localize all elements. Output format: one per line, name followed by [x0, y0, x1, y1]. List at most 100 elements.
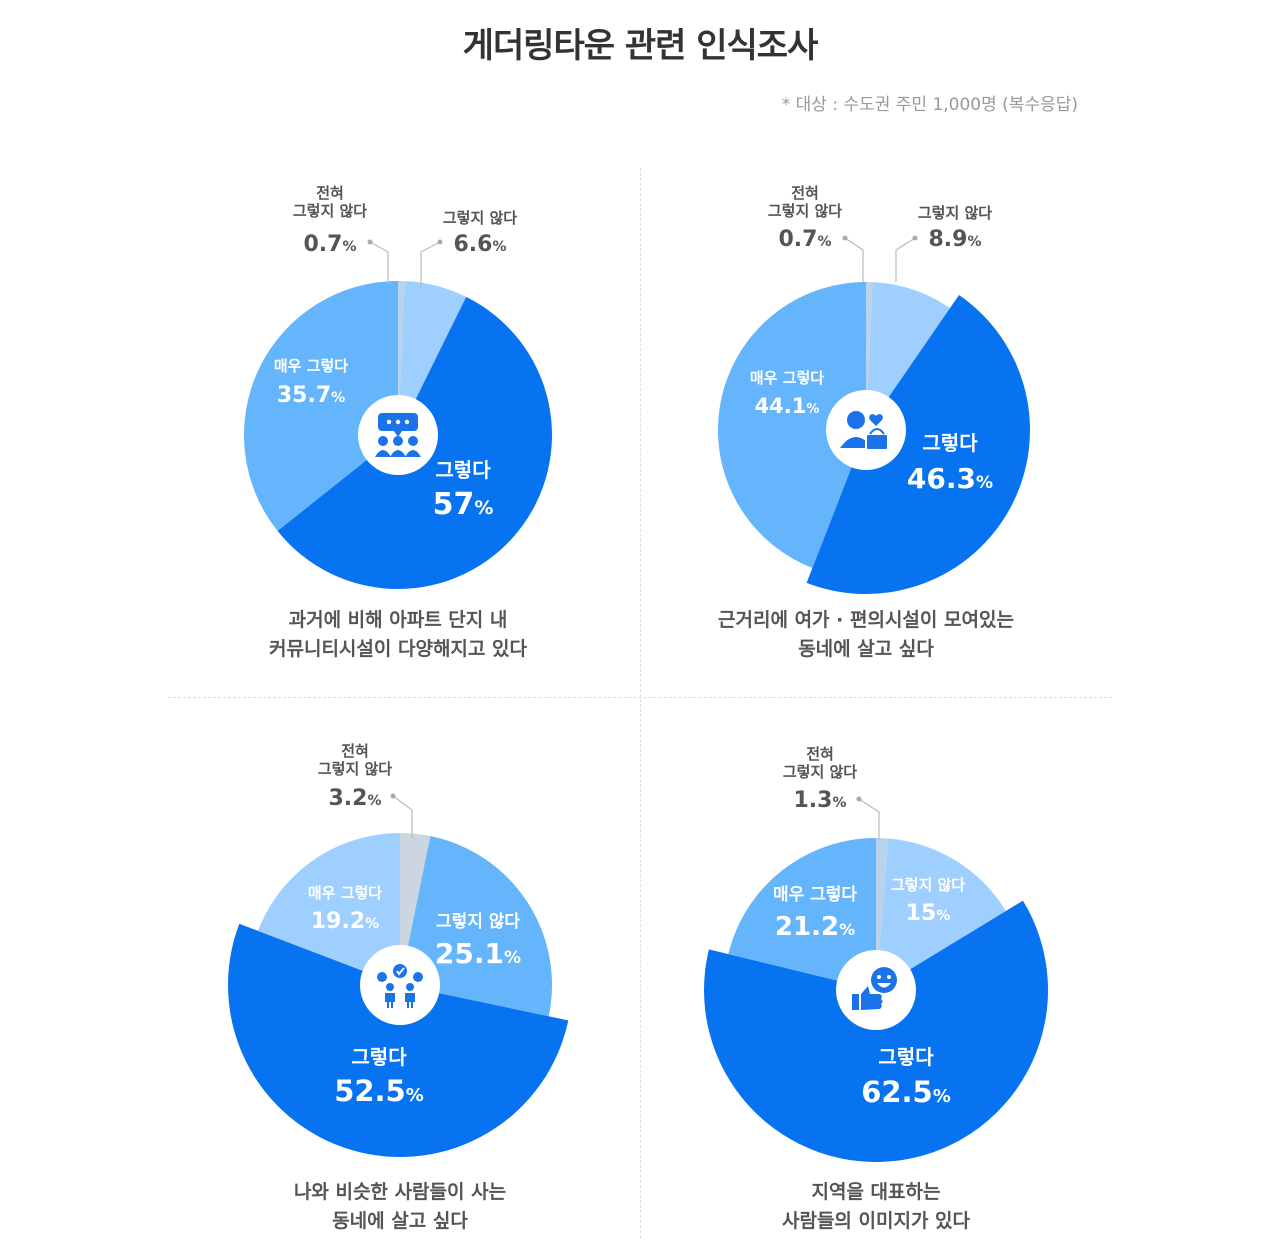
pie-chart-2: 전혀 그렇지 않다 0.7% 그렇지 않다 8.9% 그렇다 46.3% 매우 그렇다 44.1…	[717, 184, 1030, 660]
slice-label: 매우 그렇다	[274, 357, 348, 375]
slice-label-line: 그렇지 않다	[436, 912, 520, 932]
slice-label: 그렇지 않다	[918, 204, 992, 222]
slice-value-number: 0.7	[303, 232, 342, 257]
slice-value: 15%	[906, 901, 951, 926]
slice-value-unit: %	[839, 920, 855, 939]
leader-dot	[367, 239, 373, 245]
leader-line	[392, 795, 413, 838]
center-badge	[826, 390, 906, 470]
slice-value-number: 35.7	[277, 383, 331, 408]
pie-slice	[228, 923, 569, 1158]
slice-value-number: 62.5	[861, 1075, 933, 1109]
slice-value: 3.2%	[328, 786, 381, 811]
slice-value-number: 25.1	[435, 937, 504, 970]
survey-note: * 대상 : 수도권 주민 1,000명 (복수응답)	[781, 95, 1078, 115]
caption-line: 동네에 살고 싶다	[798, 638, 934, 660]
slice-value: 6.6%	[453, 232, 506, 257]
slice-label: 그렇지 않다	[891, 876, 965, 894]
slice-label-line: 매우 그렇다	[308, 884, 382, 902]
chart-caption: 지역을 대표하는 사람들의 이미지가 있다	[782, 1181, 971, 1232]
slice-label-line: 전혀	[791, 184, 819, 202]
pie-slice	[876, 838, 1006, 990]
slice-label-line: 그렇지 않다	[768, 202, 842, 220]
slice-label-line: 그렇지 않다	[891, 876, 965, 894]
slice-label: 전혀 그렇지 않다	[293, 184, 367, 220]
slice-value-number: 8.9	[928, 227, 967, 252]
caption-line: 나와 비슷한 사람들이 사는	[294, 1181, 506, 1203]
leader-line	[895, 237, 916, 282]
slice-value-unit: %	[817, 234, 831, 250]
slice-label: 그렇지 않다	[443, 209, 517, 227]
slice-value-number: 21.2	[775, 912, 839, 942]
leader-line	[369, 241, 389, 284]
slice-value-number: 3.2	[328, 786, 367, 811]
pie-slice	[717, 281, 866, 568]
slice-value: 21.2%	[775, 912, 855, 942]
slice-label: 그렇다	[878, 1045, 934, 1069]
person-shopping-basket-icon	[840, 411, 889, 451]
slice-value: 19.2%	[311, 909, 379, 934]
horizontal-divider	[168, 697, 1112, 698]
slice-value: 46.3%	[907, 462, 993, 495]
slice-value-number: 15	[906, 901, 937, 926]
slice-value-unit: %	[365, 916, 379, 932]
slice-value: 0.7%	[778, 227, 831, 252]
slice-value-unit: %	[976, 473, 993, 493]
leader-line	[844, 237, 864, 282]
leader-line	[858, 798, 880, 840]
slice-value: 25.1%	[435, 937, 521, 970]
slice-value-number: 52.5	[334, 1074, 406, 1108]
caption-line: 과거에 비해 아파트 단지 내	[289, 609, 508, 631]
caption-line: 커뮤니티시설이 다양해지고 있다	[269, 638, 527, 660]
leader-dot	[390, 793, 396, 799]
smiley-thumbs-up-icon	[852, 967, 897, 1010]
slice-label-line: 전혀	[316, 184, 344, 202]
caption-line: 동네에 살고 싶다	[332, 1210, 468, 1232]
slice-label: 그렇다	[435, 458, 491, 482]
slice-value: 44.1%	[755, 394, 820, 418]
slice-label-line: 전혀	[341, 742, 369, 760]
slice-label-line: 그렇지 않다	[783, 763, 857, 781]
slice-value-unit: %	[367, 793, 381, 809]
slice-value: 35.7%	[277, 383, 345, 408]
slice-label-line: 매우 그렇다	[274, 357, 348, 375]
slice-value-unit: %	[832, 795, 846, 811]
pie-slice	[400, 836, 552, 1017]
slice-value-number: 44.1	[755, 394, 807, 418]
slice-label: 전혀 그렇지 않다	[768, 184, 842, 220]
slice-value: 8.9%	[928, 227, 981, 252]
slice-value-unit: %	[492, 239, 506, 255]
center-badge	[360, 945, 440, 1025]
leader-dot	[912, 235, 918, 241]
slice-label-line: 그렇지 않다	[918, 204, 992, 222]
pie-slice	[728, 838, 876, 990]
slice-value-unit: %	[936, 908, 950, 924]
slice-label-line: 그렇다	[435, 458, 491, 482]
slice-label: 매우 그렇다	[750, 369, 824, 387]
community-people-chat-icon	[375, 413, 421, 457]
leader-dot	[842, 235, 848, 241]
slice-label-line: 전혀	[806, 745, 834, 763]
slice-value-unit: %	[806, 402, 819, 417]
pie-slice	[398, 281, 467, 435]
pie-chart-3: 전혀 그렇지 않다 3.2% 그렇지 않다 25.1% 그렇다 52.5% 매우 그렇다 19.…	[228, 742, 569, 1232]
slice-value-number: 0.7	[778, 227, 817, 252]
slice-value: 52.5%	[334, 1074, 424, 1108]
slice-label: 그렇지 않다	[436, 912, 520, 932]
slice-label: 그렇다	[351, 1045, 407, 1069]
leader-dot	[437, 239, 443, 245]
slice-value: 0.7%	[303, 232, 356, 257]
slice-value-number: 57	[433, 487, 475, 522]
slice-value: 62.5%	[861, 1075, 951, 1109]
slice-value-unit: %	[342, 239, 356, 255]
pie-slice	[257, 833, 400, 985]
pie-slice	[243, 281, 398, 531]
caption-line: 근거리에 여가 · 편의시설이 모여있는	[718, 609, 1014, 631]
slice-value-unit: %	[933, 1086, 951, 1107]
slice-value-number: 6.6	[453, 232, 492, 257]
slice-label-line: 그렇다	[922, 431, 978, 455]
